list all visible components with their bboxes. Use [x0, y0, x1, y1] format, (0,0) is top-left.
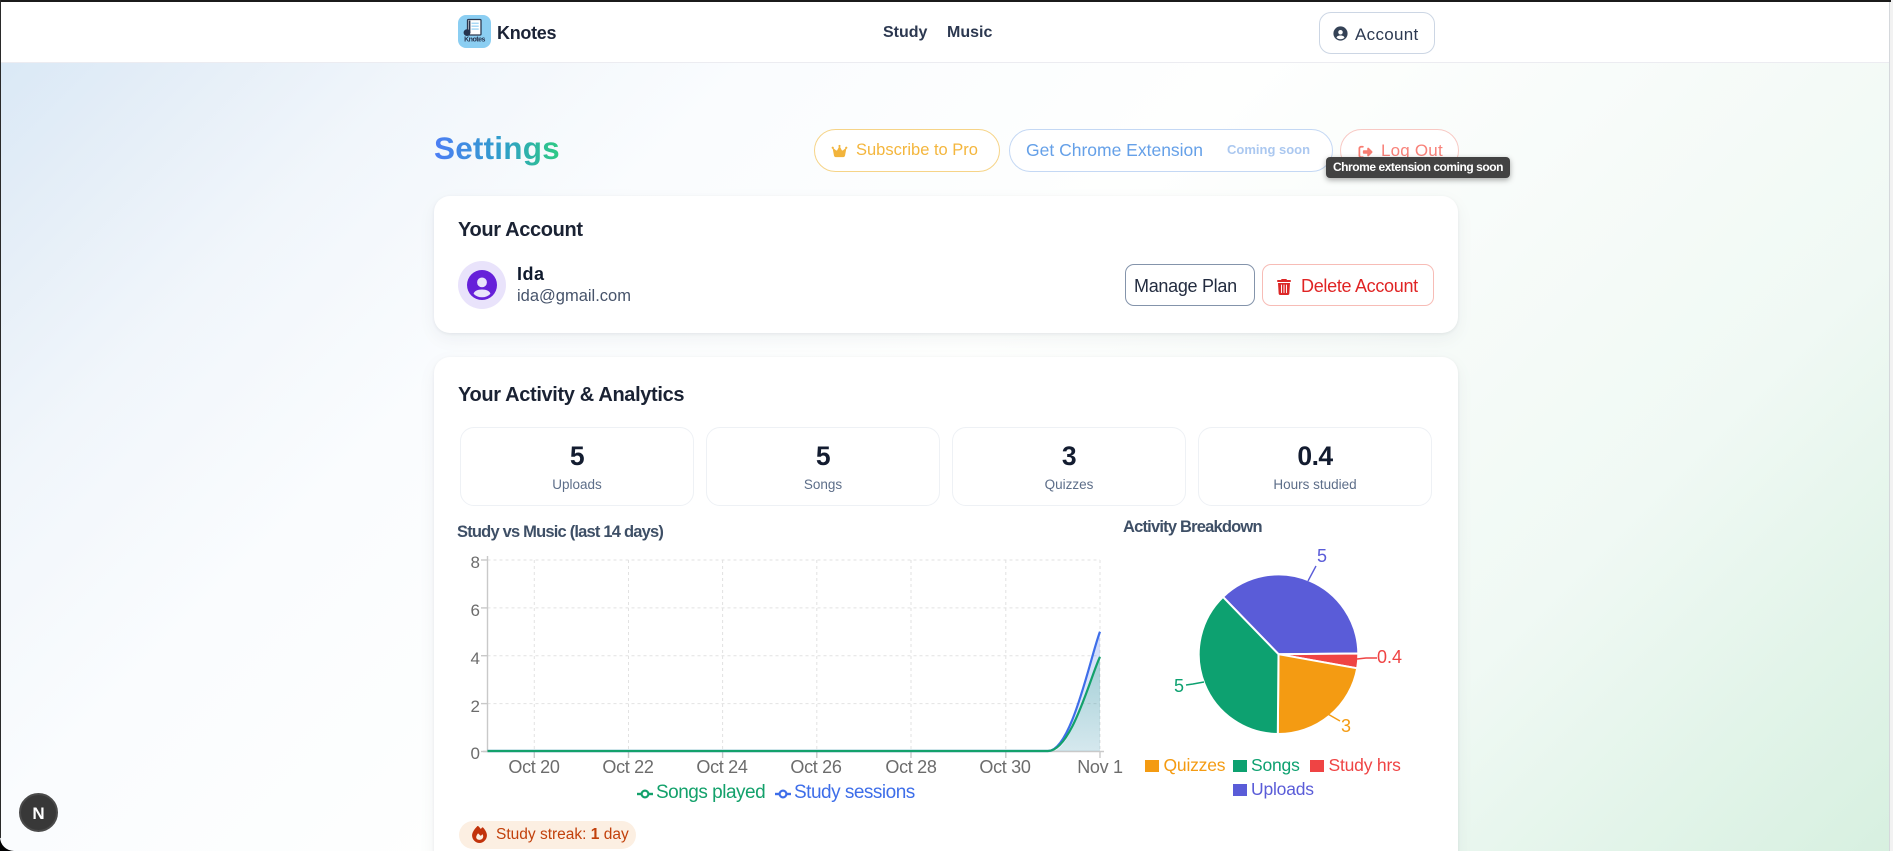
svg-text:Knotes: Knotes: [464, 37, 485, 44]
